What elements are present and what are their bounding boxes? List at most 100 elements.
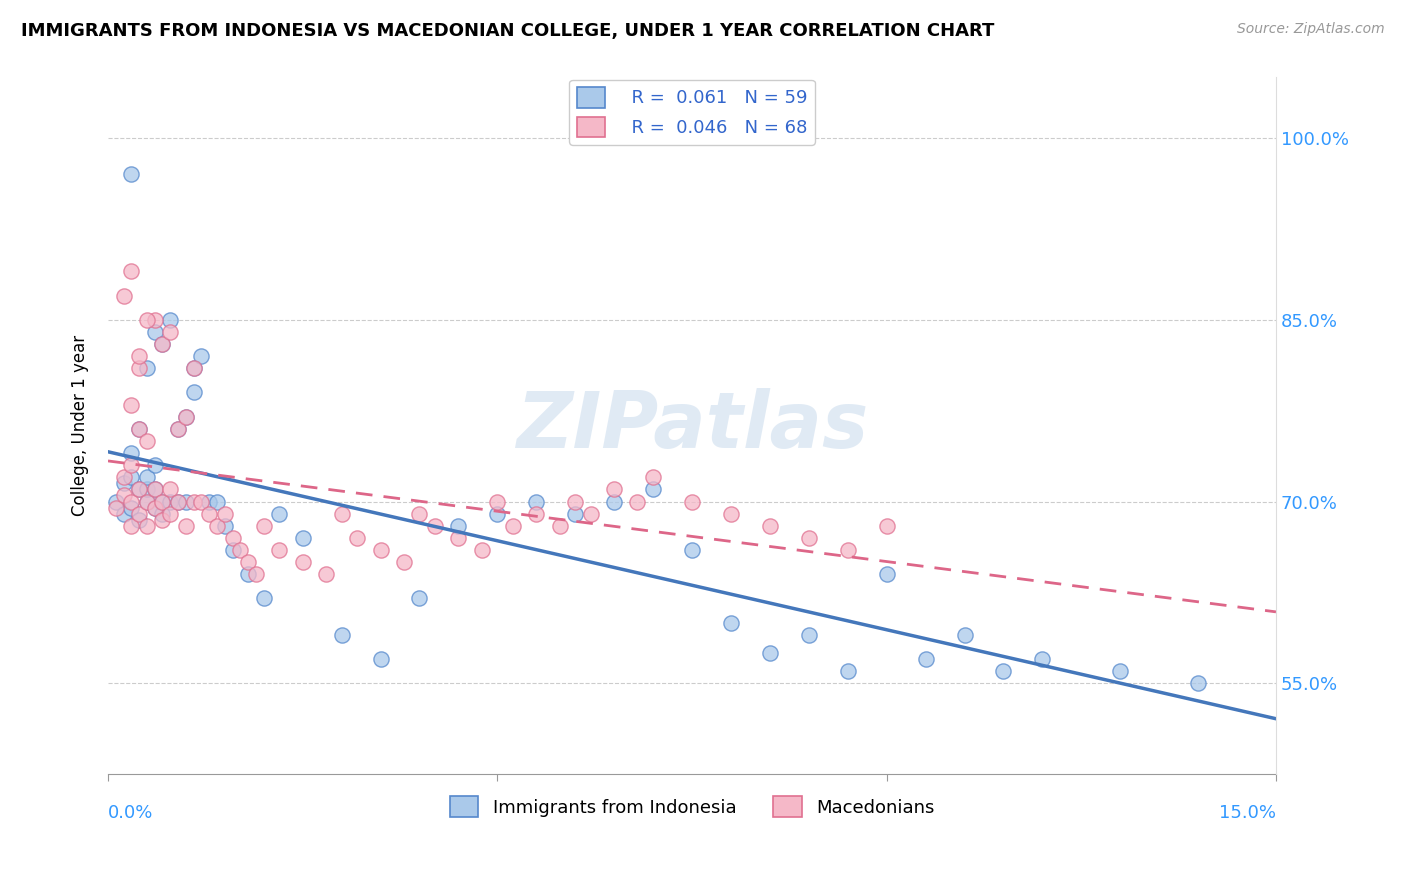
Point bbox=[135, 470, 157, 484]
Point bbox=[681, 494, 703, 508]
Text: Source: ZipAtlas.com: Source: ZipAtlas.com bbox=[1237, 22, 1385, 37]
Point bbox=[135, 494, 157, 508]
Point bbox=[112, 488, 135, 502]
Point bbox=[152, 513, 174, 527]
Point bbox=[152, 337, 174, 351]
Point bbox=[190, 349, 212, 363]
Point bbox=[128, 361, 150, 376]
Point bbox=[135, 361, 157, 376]
Point bbox=[914, 652, 936, 666]
Point bbox=[1031, 652, 1053, 666]
Text: ZIPatlas: ZIPatlas bbox=[516, 388, 868, 464]
Point bbox=[143, 312, 166, 326]
Point bbox=[876, 518, 898, 533]
Point bbox=[135, 494, 157, 508]
Point bbox=[159, 507, 181, 521]
Point bbox=[112, 476, 135, 491]
Point bbox=[112, 470, 135, 484]
Point bbox=[205, 494, 228, 508]
Point bbox=[797, 628, 820, 642]
Point bbox=[104, 494, 127, 508]
Point bbox=[143, 325, 166, 339]
Point bbox=[579, 507, 602, 521]
Point bbox=[143, 500, 166, 515]
Point bbox=[315, 567, 337, 582]
Point bbox=[236, 555, 259, 569]
Point bbox=[876, 567, 898, 582]
Point bbox=[152, 494, 174, 508]
Point bbox=[128, 422, 150, 436]
Point bbox=[198, 494, 221, 508]
Y-axis label: College, Under 1 year: College, Under 1 year bbox=[72, 335, 89, 516]
Point bbox=[198, 507, 221, 521]
Point bbox=[128, 483, 150, 497]
Point bbox=[392, 555, 415, 569]
Point bbox=[104, 500, 127, 515]
Point bbox=[245, 567, 267, 582]
Point bbox=[214, 518, 236, 533]
Point bbox=[524, 507, 547, 521]
Point bbox=[120, 458, 142, 472]
Point bbox=[120, 518, 142, 533]
Text: 15.0%: 15.0% bbox=[1219, 805, 1277, 822]
Point bbox=[120, 500, 142, 515]
Point bbox=[564, 494, 586, 508]
Point bbox=[229, 543, 252, 558]
Point bbox=[253, 518, 276, 533]
Point bbox=[159, 312, 181, 326]
Point bbox=[128, 483, 150, 497]
Point bbox=[167, 422, 190, 436]
Point bbox=[837, 664, 859, 678]
Point bbox=[720, 507, 742, 521]
Point bbox=[953, 628, 976, 642]
Point bbox=[236, 567, 259, 582]
Point bbox=[837, 543, 859, 558]
Point bbox=[152, 494, 174, 508]
Point bbox=[346, 531, 368, 545]
Point bbox=[447, 531, 470, 545]
Point bbox=[135, 312, 157, 326]
Point bbox=[120, 470, 142, 484]
Point bbox=[128, 507, 150, 521]
Point bbox=[330, 628, 353, 642]
Point bbox=[159, 483, 181, 497]
Point bbox=[167, 422, 190, 436]
Point bbox=[370, 652, 392, 666]
Point bbox=[603, 483, 626, 497]
Point bbox=[174, 494, 197, 508]
Point bbox=[120, 494, 142, 508]
Point bbox=[120, 264, 142, 278]
Point bbox=[135, 483, 157, 497]
Point bbox=[128, 422, 150, 436]
Point bbox=[159, 494, 181, 508]
Text: 0.0%: 0.0% bbox=[108, 805, 153, 822]
Point bbox=[135, 518, 157, 533]
Point bbox=[128, 349, 150, 363]
Point bbox=[797, 531, 820, 545]
Point bbox=[269, 543, 291, 558]
Point bbox=[120, 446, 142, 460]
Point bbox=[641, 483, 664, 497]
Point bbox=[112, 507, 135, 521]
Point bbox=[681, 543, 703, 558]
Point bbox=[174, 409, 197, 424]
Point bbox=[205, 518, 228, 533]
Point bbox=[221, 531, 243, 545]
Point bbox=[143, 483, 166, 497]
Point bbox=[564, 507, 586, 521]
Point bbox=[548, 518, 571, 533]
Point bbox=[135, 434, 157, 448]
Point bbox=[486, 494, 509, 508]
Point bbox=[720, 615, 742, 630]
Point bbox=[291, 531, 314, 545]
Point bbox=[291, 555, 314, 569]
Point bbox=[152, 337, 174, 351]
Point bbox=[524, 494, 547, 508]
Point bbox=[993, 664, 1015, 678]
Point bbox=[128, 513, 150, 527]
Point bbox=[447, 518, 470, 533]
Point bbox=[174, 409, 197, 424]
Legend: Immigrants from Indonesia, Macedonians: Immigrants from Indonesia, Macedonians bbox=[443, 789, 942, 824]
Point bbox=[486, 507, 509, 521]
Point bbox=[370, 543, 392, 558]
